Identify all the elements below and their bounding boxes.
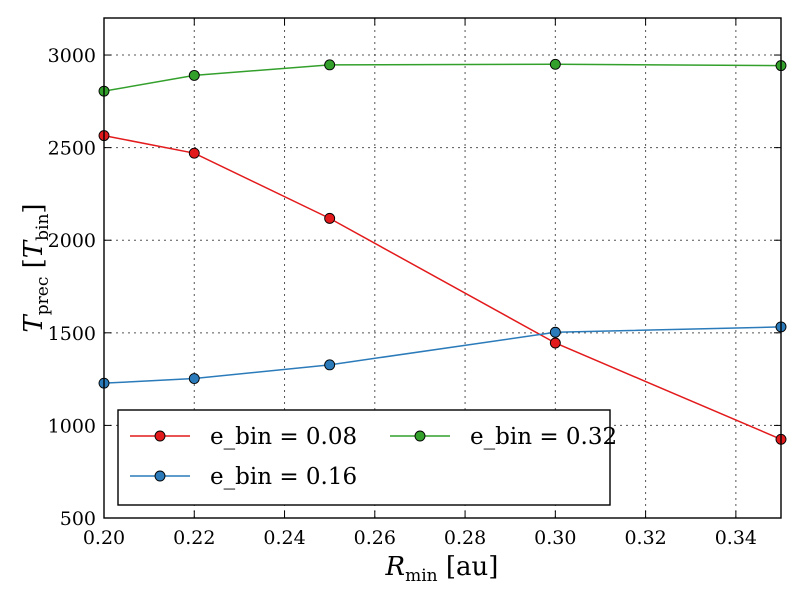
legend-swatch-marker — [154, 430, 166, 442]
series — [98, 58, 787, 445]
legend-entry: e_bin = 0.08 — [130, 424, 357, 450]
x-axis-label: Rmin [au] — [385, 552, 499, 586]
y-tick-label: 2000 — [48, 230, 96, 252]
y-tick-label: 3000 — [48, 45, 96, 67]
legend-entry: e_bin = 0.32 — [390, 424, 617, 450]
x-tick-label: 0.24 — [263, 527, 305, 549]
x-tick-label: 0.34 — [715, 527, 757, 549]
x-tick-label: 0.28 — [444, 527, 486, 549]
x-tick-label: 0.30 — [534, 527, 576, 549]
legend-label: e_bin = 0.08 — [210, 424, 357, 450]
data-point — [549, 326, 561, 338]
legend-swatch-marker — [414, 430, 426, 442]
plot-frame — [103, 17, 782, 519]
x-tick-label: 0.32 — [624, 527, 666, 549]
x-tick-label: 0.26 — [354, 527, 396, 549]
legend-swatch-marker — [154, 470, 166, 482]
series-line — [103, 63, 782, 92]
data-point — [188, 147, 200, 159]
data-point — [324, 212, 336, 224]
series-line — [103, 134, 782, 440]
series-0 — [98, 130, 787, 445]
series-2 — [98, 58, 787, 97]
data-point — [188, 69, 200, 81]
x-tick-label: 0.20 — [83, 527, 125, 549]
legend-frame — [117, 409, 611, 506]
data-point — [549, 58, 561, 70]
y-axis-label: Tprec [Tbin] — [19, 203, 53, 332]
data-point — [188, 373, 200, 385]
data-point — [549, 337, 561, 349]
legend-label: e_bin = 0.32 — [470, 424, 617, 450]
ticks: 0.20 0.22 0.24 0.26 0.28 0.30 0.32 0.34 500 1000 1… — [48, 18, 781, 549]
y-tick-label: 2500 — [48, 138, 96, 160]
series-line — [103, 326, 782, 384]
data-point — [324, 359, 336, 371]
legend-label: e_bin = 0.16 — [210, 464, 357, 490]
y-tick-label: 1000 — [48, 415, 96, 437]
y-tick-label: 500 — [60, 508, 96, 530]
y-tick-label: 1500 — [48, 323, 96, 345]
legend-entry: e_bin = 0.16 — [130, 464, 357, 490]
x-tick-label: 0.22 — [173, 527, 215, 549]
series-1 — [98, 321, 787, 389]
legend: e_bin = 0.08 e_bin = 0.16 e_bin = 0.32 — [117, 409, 617, 506]
data-point — [324, 59, 336, 71]
grid — [104, 18, 781, 518]
